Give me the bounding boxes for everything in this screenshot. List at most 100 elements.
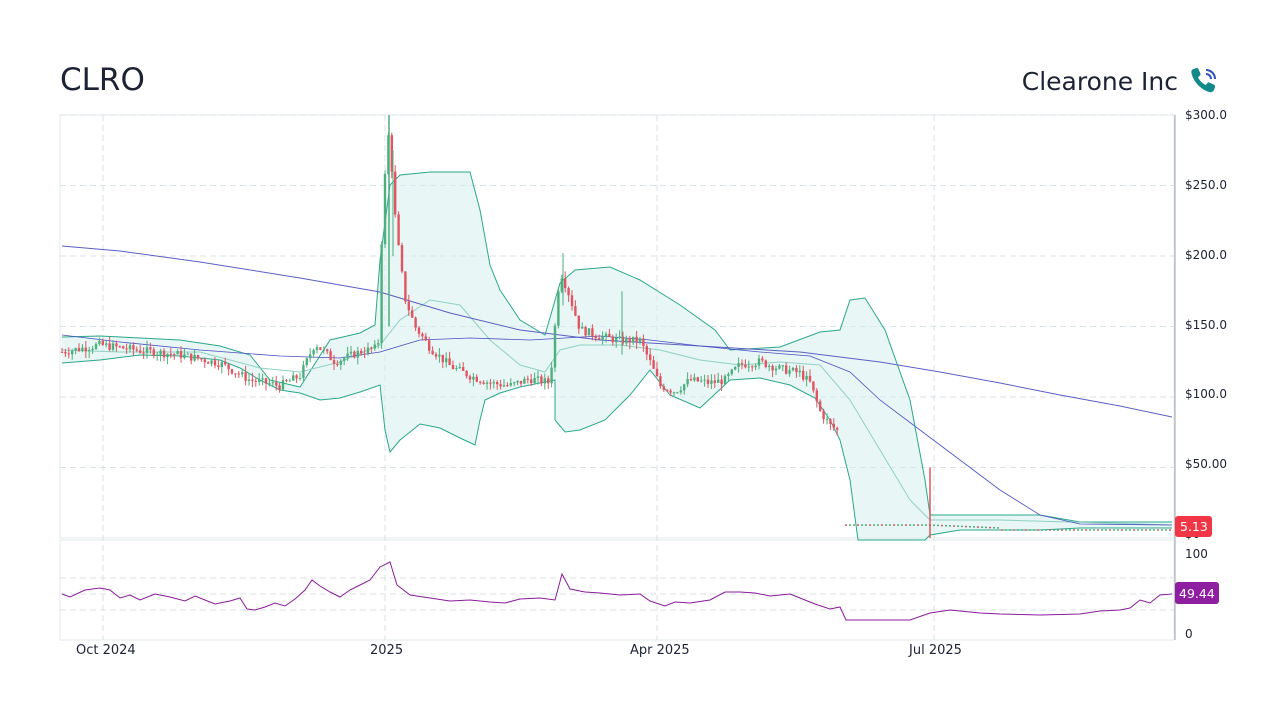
candle-body <box>428 340 431 351</box>
candle-body <box>791 367 795 371</box>
candle-body <box>152 349 155 356</box>
candle-body <box>326 349 329 352</box>
candle-body <box>703 379 706 381</box>
candle-body <box>462 367 465 371</box>
candle-body <box>638 338 642 343</box>
candle-body <box>853 524 855 526</box>
candle-body <box>336 363 339 365</box>
candle-body <box>434 354 438 357</box>
candle-body <box>889 524 891 526</box>
candle-body <box>118 346 121 348</box>
candle-body <box>496 381 499 385</box>
candle-body <box>60 351 64 353</box>
candle-body <box>822 410 825 420</box>
band-middle <box>61 299 1173 526</box>
candle-body <box>649 354 652 361</box>
candle-body <box>1149 529 1151 531</box>
candle-body <box>608 333 611 337</box>
candle-body <box>628 338 631 343</box>
candle-body <box>254 380 257 382</box>
candle-body <box>985 526 987 529</box>
candle-body <box>105 343 108 345</box>
candle-body <box>747 366 750 368</box>
candle-body <box>373 344 376 349</box>
candle-body <box>1129 529 1131 531</box>
candle-body <box>196 354 200 359</box>
candle-body <box>635 336 638 343</box>
sma-long <box>61 245 1173 418</box>
candle-body <box>247 379 251 381</box>
candle-body <box>156 354 159 356</box>
x-tick-label: Apr 2025 <box>630 643 690 658</box>
candle-body <box>540 376 543 384</box>
candle-body <box>227 364 230 370</box>
candle-body <box>145 347 149 353</box>
candle-body <box>533 377 536 384</box>
candle-body <box>1085 529 1087 531</box>
candle-body <box>1157 529 1159 531</box>
candle-body <box>751 366 754 368</box>
candle-body <box>363 353 366 355</box>
candle-body <box>1009 529 1011 531</box>
candle-body <box>700 380 703 382</box>
candle-body <box>570 295 574 307</box>
candle-body <box>108 343 111 350</box>
candle-body <box>1169 529 1171 531</box>
candle-body <box>383 174 387 245</box>
company-name: Clearone Inc <box>1021 67 1178 96</box>
candle-body <box>857 524 859 526</box>
candle-body <box>611 336 614 343</box>
candle-body <box>166 353 169 358</box>
candle-body <box>261 378 264 380</box>
candle-body <box>795 367 798 373</box>
candle-body <box>210 360 213 364</box>
candle-body <box>550 367 553 384</box>
last-price-badge: 5.13 <box>1175 516 1212 537</box>
candle-body <box>438 354 441 357</box>
candle-body <box>366 347 370 354</box>
candle-body <box>642 338 645 347</box>
candle-body <box>411 310 414 318</box>
candle-body <box>1005 529 1007 531</box>
candle-body <box>179 351 183 358</box>
candle-body <box>397 214 400 246</box>
candle-body <box>832 423 835 428</box>
candle-body <box>183 354 186 358</box>
candle-body <box>587 328 591 336</box>
candle-body <box>829 419 832 424</box>
candle-body <box>264 378 268 384</box>
rsi-tick-label: 0 <box>1185 627 1193 641</box>
candle-body <box>1037 529 1039 531</box>
candle-body <box>1073 529 1075 531</box>
candle-body <box>969 526 971 528</box>
candle-body <box>905 524 907 526</box>
candle-body <box>370 347 373 349</box>
candle-body <box>1065 529 1067 531</box>
candle-body <box>757 358 761 366</box>
candle-body <box>159 350 162 355</box>
candle-body <box>778 365 781 369</box>
candle-body <box>720 379 723 385</box>
candle-body <box>1153 529 1155 531</box>
candle-body <box>993 527 995 529</box>
candle-body <box>734 366 737 370</box>
candle-body <box>666 390 669 392</box>
candle-body <box>981 526 983 529</box>
y-tick-label: $100.0 <box>1185 387 1227 401</box>
candle-body <box>1113 529 1115 531</box>
candle-body <box>346 353 349 359</box>
candle-body <box>598 338 601 340</box>
candle-body <box>615 337 618 343</box>
candle-body <box>1165 529 1167 531</box>
candle-body <box>1093 529 1095 531</box>
rsi-tick-label: 100 <box>1185 547 1208 561</box>
candle-body <box>241 372 244 375</box>
candle-body <box>91 348 94 351</box>
candle-body <box>1001 529 1003 531</box>
candle-body <box>1057 529 1059 531</box>
candle-body <box>203 359 206 363</box>
candle-body <box>132 345 135 350</box>
candle-body <box>802 370 805 380</box>
phone-ring-icon[interactable] <box>1188 65 1220 97</box>
